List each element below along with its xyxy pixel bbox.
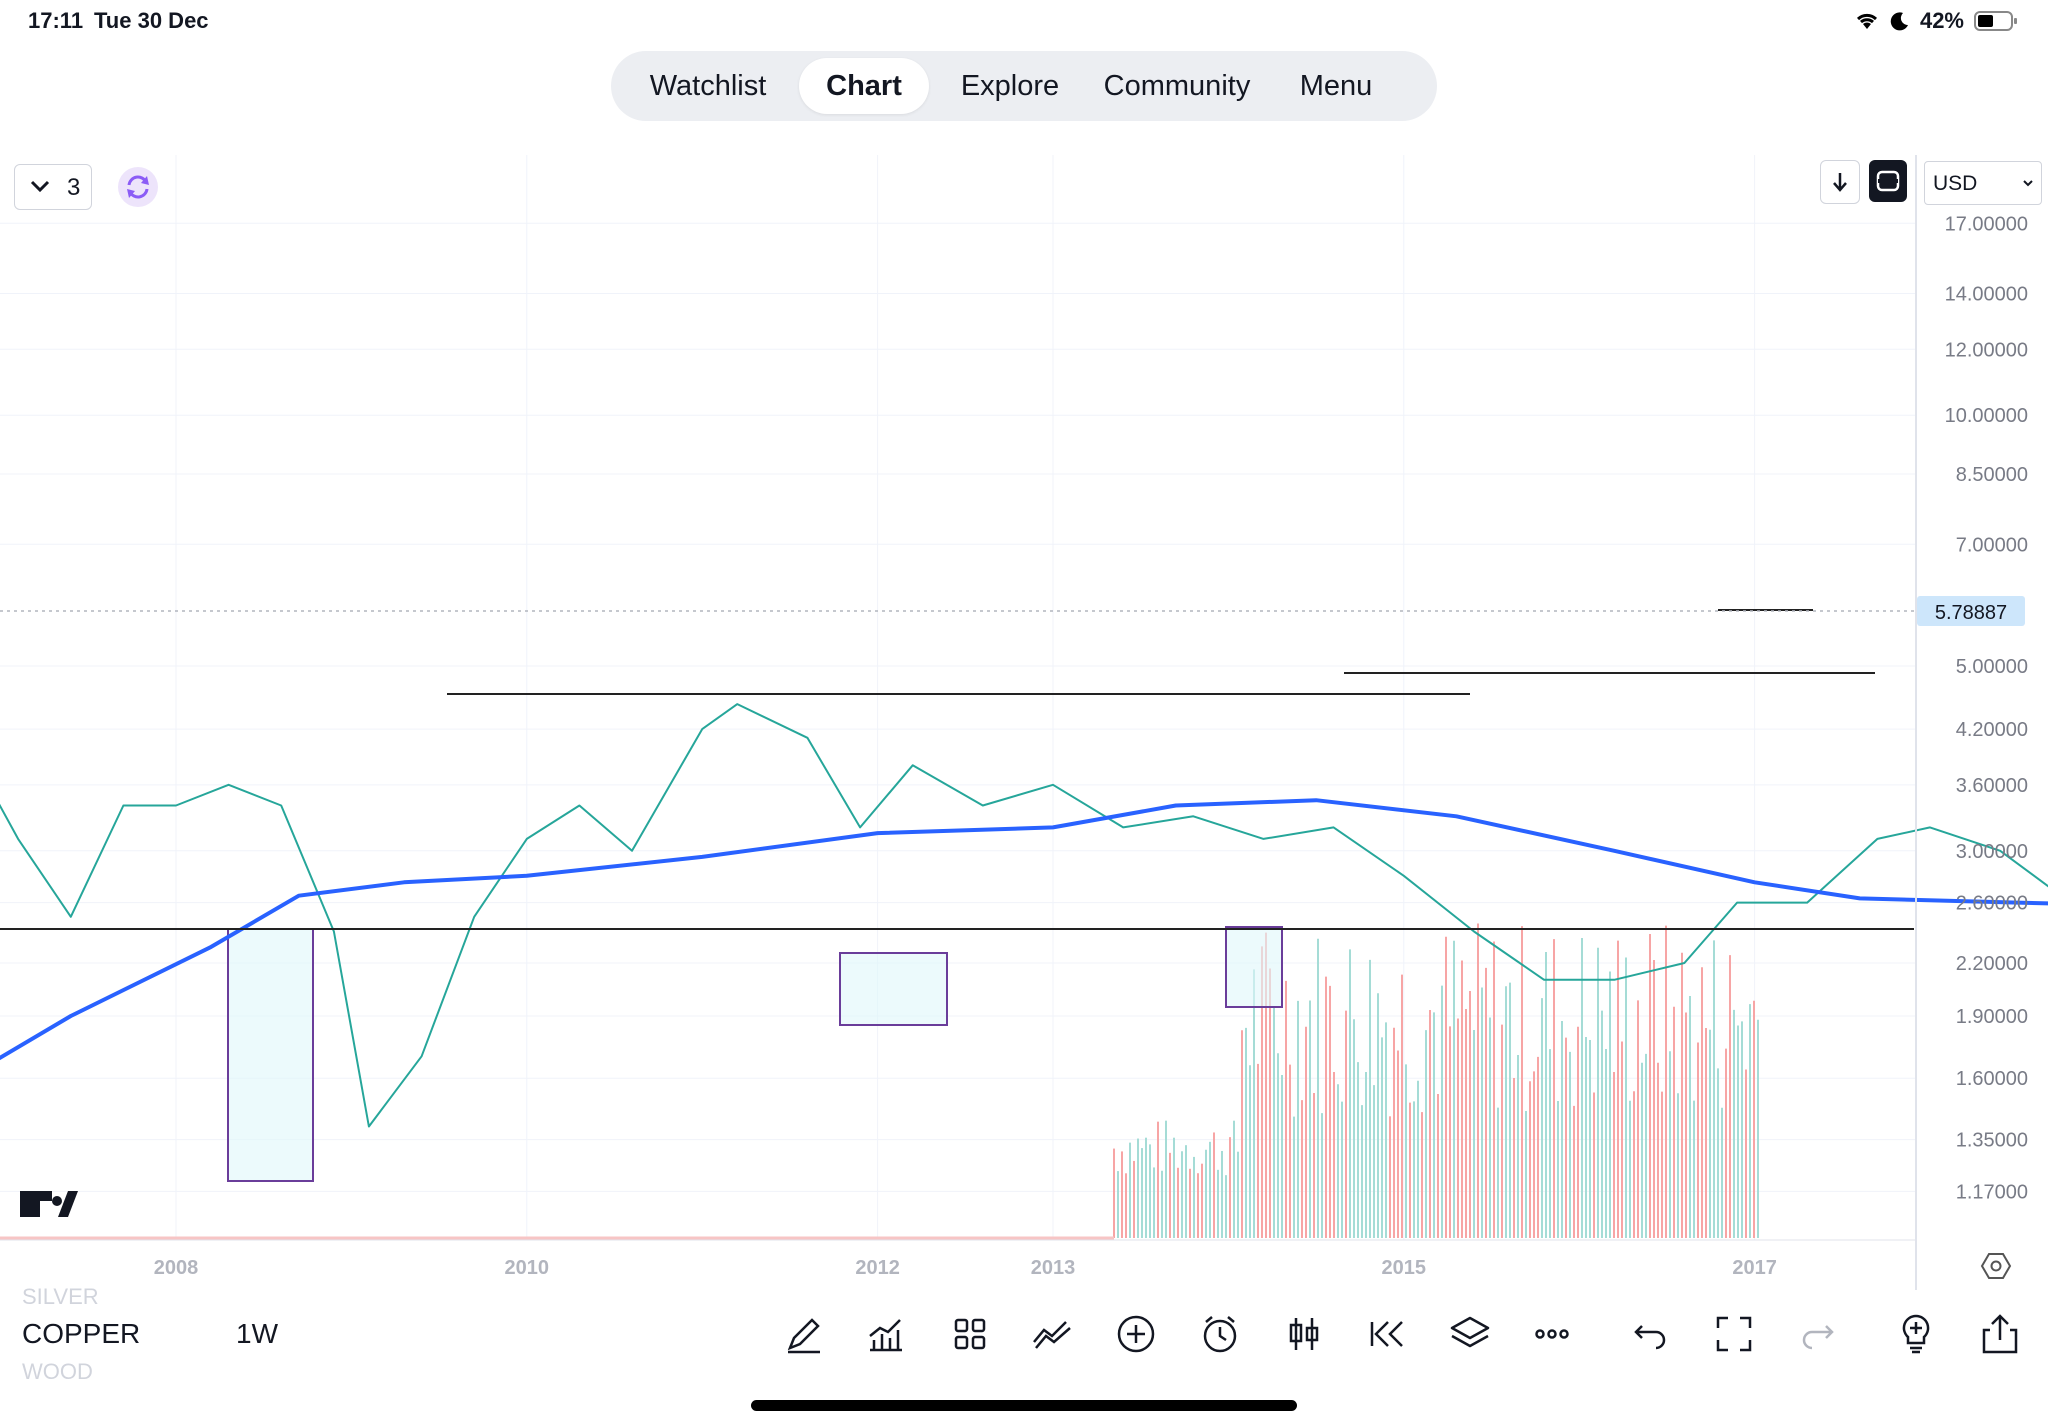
y-tick-label: 1.90000 xyxy=(1956,1006,2028,1028)
main-nav: Watchlist Chart Explore Community Menu xyxy=(611,51,1437,121)
y-tick-label: 2.20000 xyxy=(1956,953,2028,975)
prev-symbol[interactable]: SILVER xyxy=(22,1284,99,1309)
fullscreen-expand-icon[interactable] xyxy=(1712,1312,1756,1356)
tab-watchlist[interactable]: Watchlist xyxy=(649,70,767,102)
x-tick-label: 2012 xyxy=(855,1257,900,1279)
y-tick-label: 4.20000 xyxy=(1956,719,2028,741)
share-icon[interactable] xyxy=(1978,1312,2022,1356)
layout-count: 3 xyxy=(67,174,81,201)
last-price-label: 5.78887 xyxy=(1935,602,2007,624)
next-symbol[interactable]: WOOD xyxy=(22,1359,93,1384)
scroll-to-latest-button[interactable] xyxy=(1820,160,1860,204)
y-tick-label: 1.60000 xyxy=(1956,1068,2028,1090)
undo-icon[interactable] xyxy=(1628,1312,1672,1356)
last-price-badge xyxy=(1917,596,2025,626)
battery-icon xyxy=(1974,11,2017,31)
y-tick-label: 3.60000 xyxy=(1956,775,2028,797)
indicators-icon[interactable] xyxy=(864,1312,908,1356)
battery-percent: 42% xyxy=(1919,8,1964,33)
layers-icon[interactable] xyxy=(1448,1312,1492,1356)
chart-type-candles-icon[interactable] xyxy=(1282,1312,1326,1356)
y-tick-label: 3.00000 xyxy=(1956,841,2028,863)
drawing-tool-icon[interactable] xyxy=(782,1312,826,1356)
chart-settings-icon[interactable] xyxy=(1980,1253,2012,1279)
chevron-down-icon xyxy=(2023,180,2033,187)
x-tick-label: 2015 xyxy=(1382,1257,1427,1279)
arrow-down-icon xyxy=(1833,173,1847,192)
y-tick-label: 10.00000 xyxy=(1945,405,2028,427)
moon-icon xyxy=(1890,12,1908,31)
layout-selector[interactable]: 3 xyxy=(14,164,92,210)
y-tick-label: 1.35000 xyxy=(1956,1130,2028,1152)
more-icon[interactable] xyxy=(1530,1312,1574,1356)
x-tick-label: 2013 xyxy=(1031,1257,1076,1279)
tab-chart[interactable]: Chart xyxy=(799,58,929,114)
accumulation-box-3 xyxy=(1225,926,1283,1008)
add-icon[interactable] xyxy=(1114,1312,1158,1356)
price-lines xyxy=(0,703,2048,1128)
tab-explore[interactable]: Explore xyxy=(960,70,1060,102)
currency-select[interactable]: USD xyxy=(1924,161,2042,205)
y-tick-label: 12.00000 xyxy=(1945,339,2028,361)
y-tick-label: 1.17000 xyxy=(1956,1181,2028,1203)
replay-icon[interactable] xyxy=(1364,1312,1408,1356)
chart-grid xyxy=(0,155,1916,1240)
wifi-icon xyxy=(1856,13,1877,29)
moving-average-line xyxy=(0,798,2048,1061)
currency-value: USD xyxy=(1933,172,1978,195)
y-tick-label: 14.00000 xyxy=(1945,284,2028,306)
y-tick-label: 2.60000 xyxy=(1956,893,2028,915)
accumulation-box-2 xyxy=(839,952,948,1026)
interval-selector[interactable]: 1W xyxy=(236,1318,278,1349)
status-time: 17:11 xyxy=(28,8,84,33)
y-axis-ticks: 17.00000 14.00000 12.00000 10.00000 8.50000 7… xyxy=(1945,213,2028,1203)
sync-button[interactable] xyxy=(118,167,158,207)
alert-clock-icon[interactable] xyxy=(1198,1312,1242,1356)
fullscreen-icon xyxy=(1876,170,1900,192)
home-indicator xyxy=(751,1400,1297,1411)
x-tick-label: 2008 xyxy=(154,1257,199,1279)
x-tick-label: 2017 xyxy=(1732,1257,1777,1279)
tab-menu[interactable]: Menu xyxy=(1299,70,1373,102)
y-tick-label: 17.00000 xyxy=(1945,213,2028,235)
fullscreen-toggle-button[interactable] xyxy=(1869,160,1907,202)
tab-community[interactable]: Community xyxy=(1103,70,1251,102)
y-tick-label: 5.00000 xyxy=(1956,656,2028,678)
x-axis-ticks: 2008201020122013201520172019202120232025… xyxy=(154,1257,1777,1279)
redo-icon[interactable] xyxy=(1796,1312,1840,1356)
status-bar: 17:11 Tue 30 Dec 42% xyxy=(0,0,2048,40)
price-chart[interactable]: 17.00000 14.00000 12.00000 10.00000 8.50000 7… xyxy=(0,155,2048,1293)
current-symbol[interactable]: COPPER xyxy=(22,1318,141,1349)
compare-icon[interactable] xyxy=(1030,1312,1074,1356)
templates-grid-icon[interactable] xyxy=(948,1312,992,1356)
sync-icon xyxy=(127,175,149,199)
volume-bars xyxy=(0,923,1759,1240)
ideas-lightbulb-icon[interactable] xyxy=(1894,1312,1938,1356)
price-series-line xyxy=(0,703,2048,1128)
tradingview-logo-icon xyxy=(20,1191,78,1217)
accumulation-box-1 xyxy=(227,928,314,1182)
chevron-down-icon xyxy=(30,180,50,193)
x-tick-label: 2010 xyxy=(505,1257,550,1279)
y-tick-label: 8.50000 xyxy=(1956,464,2028,486)
y-tick-label: 7.00000 xyxy=(1956,534,2028,556)
status-date: Tue 30 Dec xyxy=(94,8,209,33)
